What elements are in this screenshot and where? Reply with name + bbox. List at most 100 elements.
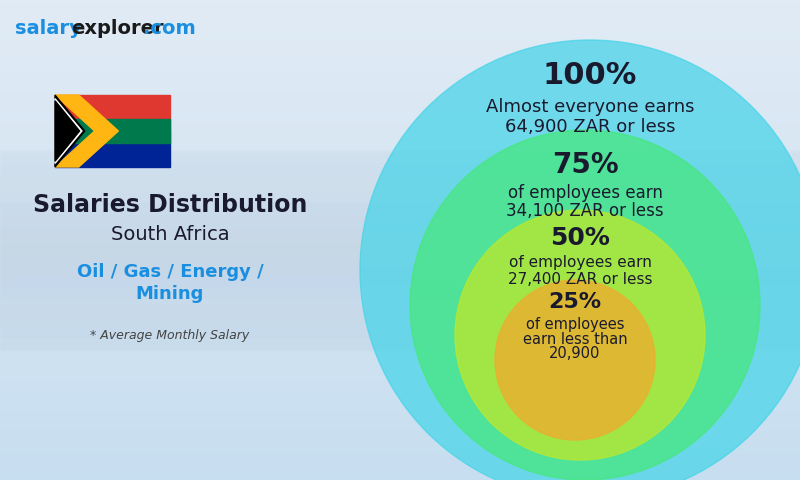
Bar <box>0 340 800 341</box>
Bar <box>0 168 800 169</box>
Bar <box>0 476 800 477</box>
Bar <box>0 295 800 296</box>
Bar <box>0 424 800 425</box>
Bar <box>0 69 800 70</box>
Bar <box>0 337 800 338</box>
Bar <box>0 277 800 278</box>
Bar <box>0 187 800 188</box>
Bar <box>0 46 800 47</box>
Bar <box>0 172 800 173</box>
Bar <box>0 47 800 48</box>
Bar <box>0 144 800 145</box>
Bar <box>0 278 800 279</box>
Bar <box>0 299 800 300</box>
Bar <box>0 37 800 38</box>
Bar <box>0 125 800 126</box>
Bar <box>0 174 800 175</box>
Bar <box>0 96 800 97</box>
Bar <box>0 14 800 15</box>
Bar <box>0 220 800 221</box>
Bar <box>0 245 800 246</box>
Bar <box>0 75 800 76</box>
Bar <box>0 165 800 166</box>
Text: explorer: explorer <box>71 19 164 37</box>
Bar <box>0 409 800 410</box>
Bar <box>0 393 800 394</box>
Bar <box>0 361 800 362</box>
Bar <box>0 212 800 213</box>
Bar <box>0 212 800 213</box>
Bar <box>0 276 800 277</box>
Bar <box>0 254 800 255</box>
Bar <box>0 404 800 405</box>
Bar <box>0 375 800 376</box>
Bar <box>0 239 800 240</box>
Text: 50%: 50% <box>550 226 610 250</box>
Bar <box>0 129 800 130</box>
Bar <box>0 271 800 272</box>
Bar <box>0 300 800 301</box>
Bar <box>0 339 800 340</box>
Bar <box>0 20 800 21</box>
Bar <box>0 294 800 295</box>
Bar <box>0 264 800 265</box>
Bar <box>0 186 800 187</box>
Bar <box>0 153 800 154</box>
Bar <box>0 236 800 237</box>
Bar <box>0 342 800 343</box>
Text: 64,900 ZAR or less: 64,900 ZAR or less <box>505 118 675 136</box>
Bar <box>0 195 800 196</box>
Bar <box>0 170 800 171</box>
Bar <box>0 182 800 183</box>
Bar <box>0 235 800 236</box>
Bar <box>0 173 800 174</box>
Bar <box>0 137 800 138</box>
Text: of employees earn: of employees earn <box>507 184 662 202</box>
Polygon shape <box>55 101 79 161</box>
Bar <box>0 156 800 157</box>
Bar <box>0 218 800 219</box>
Bar <box>0 216 800 217</box>
Bar <box>0 227 800 228</box>
Bar <box>0 326 800 327</box>
Bar <box>0 62 800 63</box>
Bar <box>0 202 800 203</box>
Bar <box>0 296 800 297</box>
Bar <box>0 21 800 22</box>
Bar <box>0 177 800 178</box>
Bar <box>0 187 800 188</box>
Bar <box>0 252 800 253</box>
Bar <box>0 33 800 34</box>
Bar <box>0 268 800 269</box>
Bar <box>0 161 800 162</box>
Bar <box>0 340 800 341</box>
Bar <box>0 147 800 148</box>
Bar <box>0 286 800 287</box>
Bar <box>0 282 800 283</box>
Bar <box>0 41 800 42</box>
Bar <box>0 149 800 150</box>
Bar <box>0 358 800 359</box>
Bar <box>0 299 800 300</box>
Bar <box>0 448 800 449</box>
Bar <box>0 154 800 155</box>
Bar <box>0 367 800 368</box>
Text: Mining: Mining <box>136 285 204 303</box>
Bar <box>0 113 800 114</box>
Bar <box>0 59 800 60</box>
Bar <box>0 337 800 338</box>
Bar <box>0 198 800 199</box>
Bar <box>0 221 800 222</box>
Bar <box>0 130 800 131</box>
Bar <box>0 265 800 266</box>
Bar <box>0 413 800 414</box>
Bar <box>0 168 800 169</box>
Bar <box>0 191 800 192</box>
Bar <box>0 250 800 251</box>
Bar <box>0 321 800 322</box>
Bar <box>0 66 800 67</box>
Bar <box>0 475 800 476</box>
Bar <box>0 215 800 216</box>
Bar <box>0 54 800 55</box>
Bar <box>0 428 800 429</box>
